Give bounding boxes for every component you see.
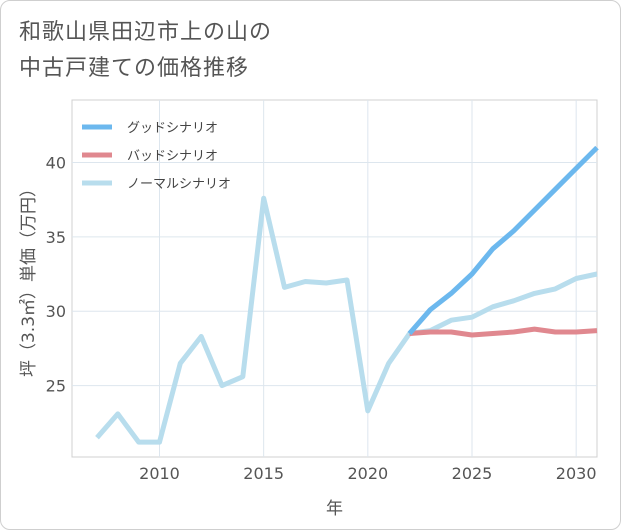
series-line-1	[407, 145, 599, 336]
legend-label: ノーマルシナリオ	[127, 177, 231, 192]
x-tick-label: 2030	[556, 464, 597, 483]
y-tick-label: 40	[46, 153, 66, 172]
y-axis-title: 坪（3.3㎡）単価（万円）	[19, 180, 39, 377]
chart-title-line-1: 和歌山県田辺市上の山の	[19, 20, 273, 45]
chart-title: 和歌山県田辺市上の山の 中古戸建ての価格推移	[19, 15, 272, 87]
plot-frame	[71, 99, 598, 458]
series-line-2	[409, 326, 598, 338]
series-line-3	[95, 195, 598, 445]
x-tick-label: 2020	[347, 464, 388, 483]
y-tick-label: 25	[46, 377, 66, 396]
x-tick-label: 2015	[243, 464, 284, 483]
chart-title-line-2: 中古戸建ての価格推移	[19, 56, 250, 81]
x-tick-label: 2025	[452, 464, 493, 483]
x-tick-label: 2010	[139, 464, 180, 483]
y-tick-label: 35	[46, 228, 66, 247]
legend-label: バッドシナリオ	[127, 149, 218, 164]
legend-label: グッドシナリオ	[127, 121, 218, 136]
x-axis-title: 年	[326, 499, 343, 519]
y-tick-label: 30	[46, 302, 66, 321]
